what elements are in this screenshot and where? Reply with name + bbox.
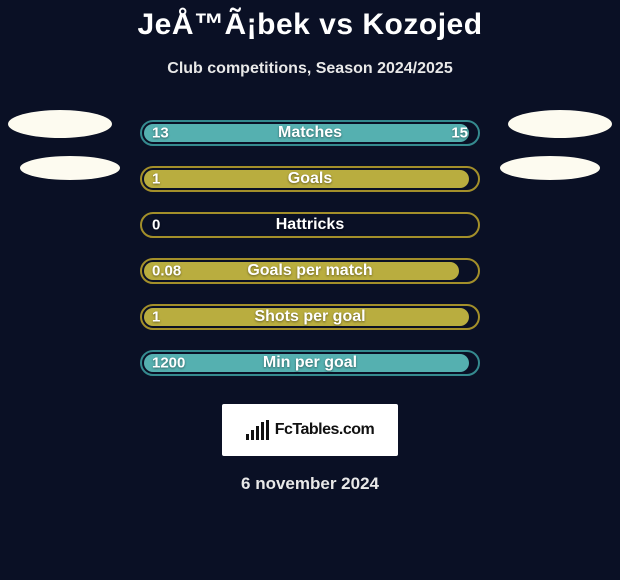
stat-row: 0 Hattricks — [0, 202, 620, 248]
page-title: JeÅ™Ã¡bek vs Kozojed — [0, 0, 620, 42]
stat-value-left: 1 — [152, 309, 160, 326]
fctables-badge[interactable]: FcTables.com — [222, 404, 398, 456]
stat-bar: 13 15 Matches — [140, 120, 480, 146]
stat-row: 1 Goals — [0, 156, 620, 202]
date-label: 6 november 2024 — [0, 474, 620, 494]
stat-bar: 0 Hattricks — [140, 212, 480, 238]
stat-label: Matches — [278, 124, 342, 142]
stat-value-left: 13 — [152, 125, 169, 142]
stat-row: 13 15 Matches — [0, 110, 620, 156]
stat-value-left: 0 — [152, 217, 160, 234]
stat-bar: 1200 Min per goal — [140, 350, 480, 376]
stat-label: Shots per goal — [254, 308, 365, 326]
stat-label: Hattricks — [276, 216, 344, 234]
stat-row: 1200 Min per goal — [0, 340, 620, 386]
stat-value-right: 15 — [451, 125, 468, 142]
stat-value-left: 0.08 — [152, 263, 181, 280]
stat-value-left: 1200 — [152, 355, 185, 372]
stat-label: Goals — [288, 170, 332, 188]
stat-bar: 1 Goals — [140, 166, 480, 192]
stat-label: Goals per match — [247, 262, 372, 280]
barchart-icon — [246, 420, 269, 440]
stats-rows-container: 13 15 Matches 1 Goals 0 Hattricks 0.08 Goals per… — [0, 110, 620, 386]
fctables-label: FcTables.com — [275, 421, 375, 439]
stat-label: Min per goal — [263, 354, 357, 372]
stats-area: 13 15 Matches 1 Goals 0 Hattricks 0.08 Goals per… — [0, 110, 620, 386]
stat-value-left: 1 — [152, 171, 160, 188]
stat-bar: 1 Shots per goal — [140, 304, 480, 330]
subtitle: Club competitions, Season 2024/2025 — [0, 60, 620, 78]
stat-row: 1 Shots per goal — [0, 294, 620, 340]
stat-row: 0.08 Goals per match — [0, 248, 620, 294]
stat-bar: 0.08 Goals per match — [140, 258, 480, 284]
